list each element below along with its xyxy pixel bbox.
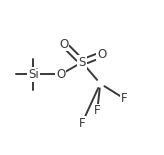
Text: F: F (121, 92, 128, 105)
Text: O: O (56, 68, 65, 81)
Text: S: S (78, 56, 86, 69)
Text: F: F (79, 117, 85, 130)
Text: Si: Si (28, 68, 39, 81)
Text: O: O (59, 38, 68, 51)
Text: F: F (94, 104, 101, 117)
Text: O: O (97, 48, 106, 61)
